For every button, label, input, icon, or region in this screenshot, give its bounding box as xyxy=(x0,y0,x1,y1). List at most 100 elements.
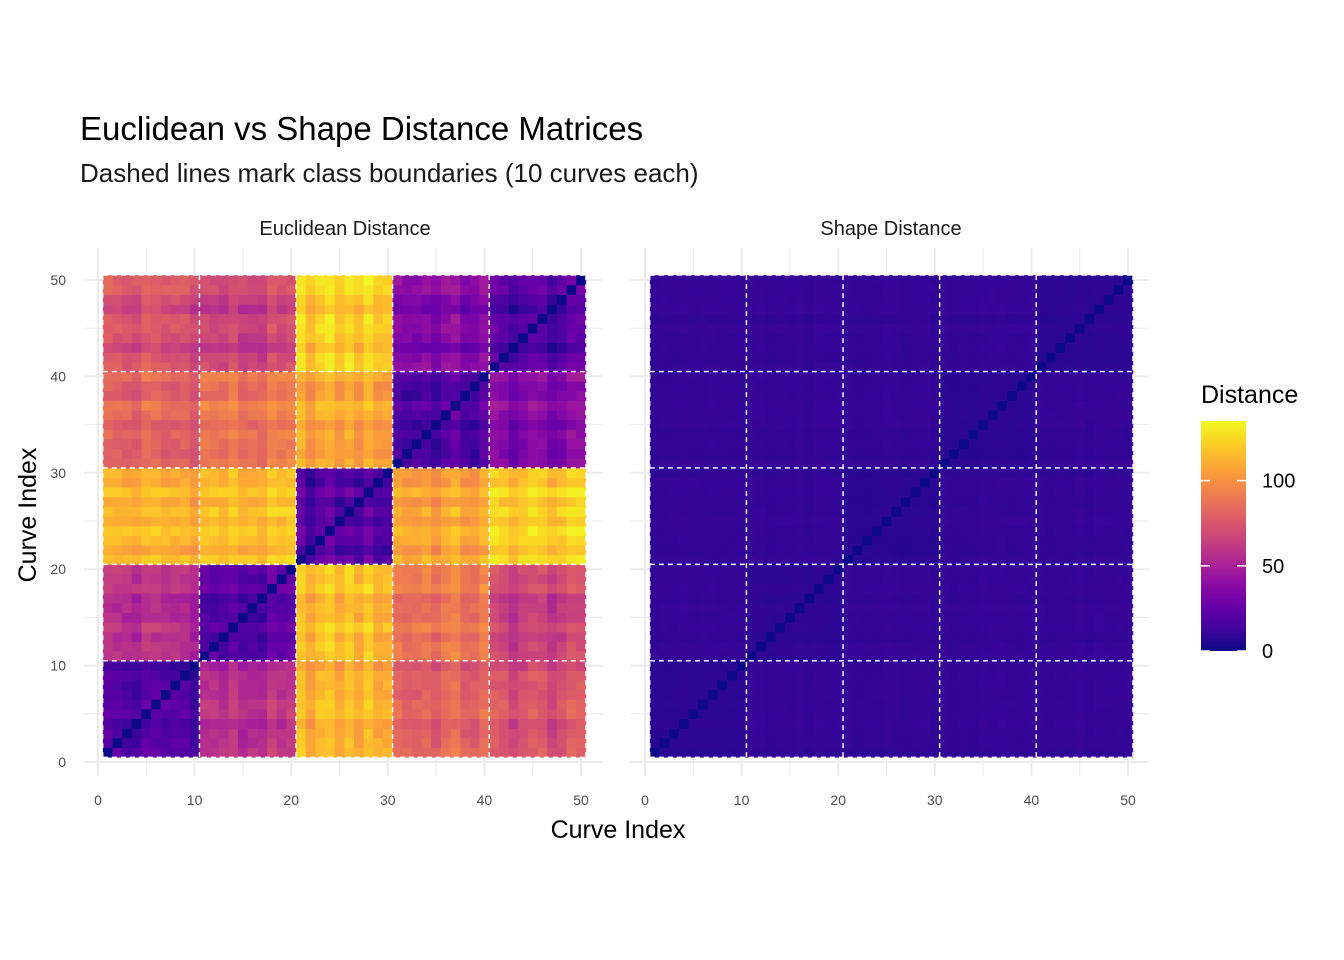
heatmap-cell xyxy=(1074,342,1085,353)
heatmap-cell xyxy=(843,708,854,720)
heatmap-cell xyxy=(450,651,461,662)
heatmap-cell xyxy=(247,602,258,613)
heatmap-cell xyxy=(804,381,815,392)
heatmap-cell xyxy=(910,699,921,710)
heatmap-cell xyxy=(785,602,796,613)
heatmap-cell xyxy=(1026,728,1037,739)
heatmap-cell xyxy=(1094,737,1105,748)
heatmap-cell xyxy=(421,467,432,479)
heatmap-cell xyxy=(794,660,805,671)
heatmap-cell xyxy=(1123,496,1134,507)
heatmap-cell xyxy=(717,352,728,363)
heatmap-cell xyxy=(218,583,229,594)
heatmap-cell xyxy=(649,467,660,479)
heatmap-cell xyxy=(566,477,577,488)
heatmap-cell xyxy=(814,323,825,334)
heatmap-cell xyxy=(1036,313,1047,324)
heatmap-cell xyxy=(678,631,689,642)
heatmap-cell xyxy=(1026,545,1037,556)
heatmap-cell xyxy=(498,708,509,720)
heatmap-cell xyxy=(450,708,461,720)
heatmap-cell xyxy=(1007,467,1018,479)
heatmap-cell xyxy=(688,400,699,411)
heatmap-cell xyxy=(997,737,1008,748)
heatmap-cell xyxy=(334,313,345,324)
heatmap-cell xyxy=(968,333,979,344)
heatmap-cell xyxy=(852,535,863,546)
heatmap-cell xyxy=(527,708,538,720)
heatmap-cell xyxy=(717,535,728,546)
heatmap-cell xyxy=(382,342,394,353)
heatmap-cell xyxy=(411,680,423,691)
heatmap-cell xyxy=(296,439,307,450)
heatmap-cell xyxy=(518,381,529,392)
heatmap-cell xyxy=(411,622,423,633)
heatmap-cell xyxy=(1065,583,1076,594)
heatmap-cell xyxy=(736,660,747,671)
heatmap-cell xyxy=(785,564,796,575)
heatmap-cell xyxy=(1007,708,1018,720)
heatmap-cell xyxy=(547,467,558,479)
heatmap-cell xyxy=(238,448,249,459)
heatmap-cell xyxy=(276,294,287,305)
heatmap-cell xyxy=(218,429,229,440)
heatmap-cell xyxy=(1123,670,1134,681)
heatmap-cell xyxy=(353,583,365,594)
heatmap-cell xyxy=(102,419,113,430)
heatmap-cell xyxy=(746,439,757,450)
heatmap-cell xyxy=(1016,641,1027,652)
heatmap-cell xyxy=(891,670,902,681)
heatmap-cell xyxy=(373,564,384,575)
heatmap-cell xyxy=(727,390,738,401)
heatmap-cell xyxy=(382,699,394,710)
heatmap-cell xyxy=(440,718,451,729)
heatmap-cell xyxy=(939,737,950,748)
heatmap-cell xyxy=(804,390,815,401)
heatmap-cell xyxy=(669,304,680,315)
heatmap-cell xyxy=(325,612,336,623)
heatmap-cell xyxy=(460,400,471,411)
heatmap-cell xyxy=(920,699,931,710)
heatmap-cell xyxy=(276,304,287,315)
heatmap-cell xyxy=(344,361,355,372)
heatmap-cell xyxy=(756,323,767,334)
heatmap-cell xyxy=(698,728,709,739)
heatmap-cell xyxy=(296,381,307,392)
heatmap-cell xyxy=(997,631,1008,642)
heatmap-cell xyxy=(814,718,825,729)
heatmap-cell xyxy=(678,429,689,440)
heatmap-cell xyxy=(315,622,326,633)
heatmap-cell xyxy=(794,583,805,594)
heatmap-cell xyxy=(785,708,796,720)
heatmap-cell xyxy=(344,487,355,498)
heatmap-cell xyxy=(566,448,577,459)
heatmap-cell xyxy=(1026,419,1037,430)
heatmap-cell xyxy=(910,467,921,479)
heatmap-cell xyxy=(440,496,451,507)
heatmap-cell xyxy=(257,439,268,450)
heatmap-cell xyxy=(997,583,1008,594)
heatmap-cell xyxy=(498,410,509,421)
heatmap-cell xyxy=(498,304,509,315)
heatmap-cell xyxy=(547,708,558,720)
heatmap-cell xyxy=(469,487,480,498)
heatmap-cell xyxy=(688,525,699,536)
heatmap-cell xyxy=(669,439,680,450)
heatmap-cell xyxy=(1055,574,1066,585)
heatmap-cell xyxy=(1113,342,1124,353)
heatmap-cell xyxy=(794,699,805,710)
heatmap-cell xyxy=(450,381,461,392)
heatmap-cell xyxy=(460,737,471,748)
heatmap-cell xyxy=(131,477,142,488)
heatmap-cell xyxy=(315,361,326,372)
heatmap-cell xyxy=(785,294,796,305)
heatmap-cell xyxy=(189,477,200,488)
heatmap-cell xyxy=(1103,419,1114,430)
heatmap-cell xyxy=(717,477,728,488)
heatmap-cell xyxy=(209,574,220,585)
heatmap-cell xyxy=(1103,593,1114,604)
heatmap-cell xyxy=(170,439,181,450)
heatmap-cell xyxy=(852,284,863,295)
heatmap-cell xyxy=(997,487,1008,498)
heatmap-cell xyxy=(1065,439,1076,450)
